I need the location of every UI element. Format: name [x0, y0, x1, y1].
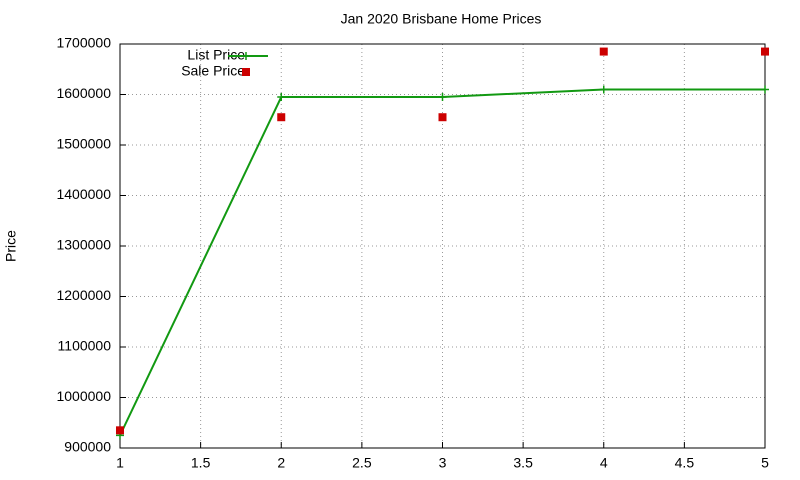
y-tick-label: 1600000 [56, 85, 111, 101]
point [277, 93, 286, 102]
y-tick-label: 1300000 [56, 237, 111, 253]
y-tick-label: 1500000 [56, 136, 111, 152]
x-tick-label: 1.5 [191, 455, 211, 471]
x-tick-label: 3 [439, 455, 447, 471]
point [438, 93, 447, 102]
x-tick-label: 3.5 [513, 455, 533, 471]
y-tick-label: 900000 [64, 439, 111, 455]
point [277, 113, 286, 122]
x-tick-label: 4 [600, 455, 608, 471]
x-tick-label: 4.5 [675, 455, 695, 471]
y-tick-label: 1000000 [56, 388, 111, 404]
point [599, 85, 608, 94]
chart-title: Jan 2020 Brisbane Home Prices [341, 11, 542, 27]
x-tick-label: 5 [761, 455, 769, 471]
x-tick-label: 1 [116, 455, 124, 471]
series-line [119, 88, 765, 436]
point [761, 47, 769, 56]
point [761, 85, 769, 94]
legend-label: Sale Price [181, 63, 245, 79]
x-tick-label: 2 [277, 455, 285, 471]
point [438, 113, 447, 122]
point [599, 47, 608, 56]
y-axis-label: Price [3, 230, 19, 262]
y-tick-label: 1200000 [56, 287, 111, 303]
legend-label: List Price [187, 47, 245, 63]
y-tick-label: 1100000 [58, 338, 112, 354]
y-tick-label: 1400000 [56, 186, 111, 202]
point [116, 426, 124, 435]
y-tick-label: 1700000 [56, 35, 111, 51]
x-tick-label: 2.5 [352, 455, 372, 471]
plot-frame [119, 43, 766, 449]
legend-marker [242, 68, 250, 76]
legend-marker [242, 52, 250, 60]
